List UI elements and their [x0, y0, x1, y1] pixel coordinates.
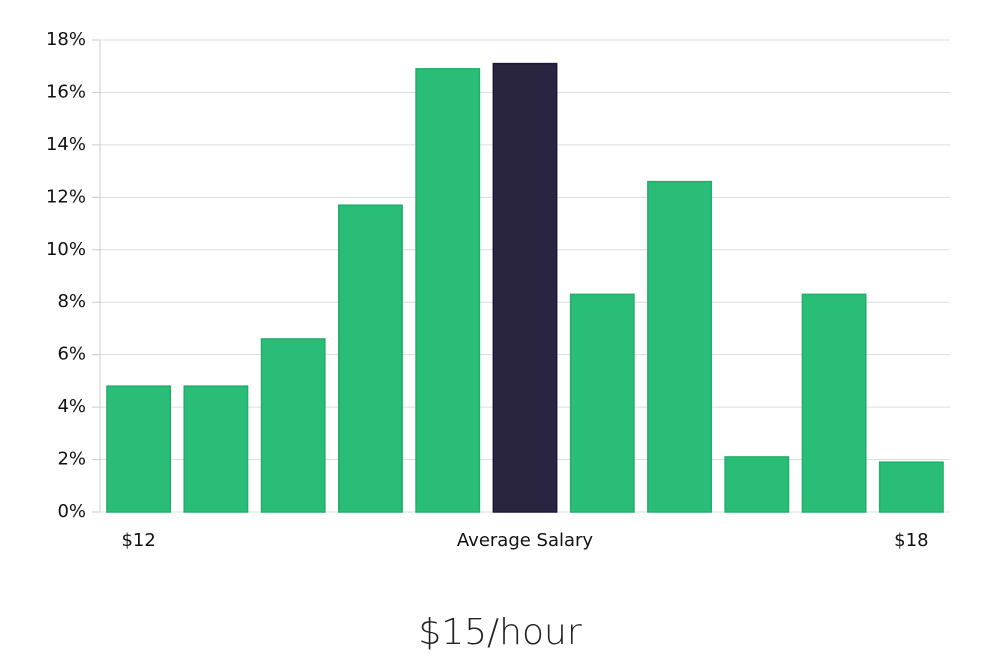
bar — [647, 180, 712, 513]
x-tick-label: $18 — [894, 530, 928, 551]
y-tick-label: 10% — [46, 239, 86, 260]
y-tick-label: 4% — [57, 396, 86, 417]
bar — [801, 293, 867, 513]
bar — [569, 293, 635, 513]
y-tick-label: 6% — [57, 344, 86, 365]
caption: $15/hour — [418, 612, 582, 653]
bar — [878, 461, 944, 513]
x-tick-label: $12 — [121, 530, 155, 551]
bar — [415, 68, 481, 513]
bar — [106, 385, 172, 513]
x-tick-label: Average Salary — [457, 530, 594, 551]
y-tick-label: 8% — [57, 291, 86, 312]
bar — [260, 338, 326, 513]
bar — [338, 204, 403, 513]
bar — [183, 385, 249, 513]
y-tick-label: 0% — [57, 501, 86, 522]
y-tick-label: 18% — [46, 29, 86, 50]
bar — [492, 62, 558, 513]
y-tick-label: 16% — [46, 81, 86, 102]
bar — [724, 456, 790, 513]
y-tick-label: 14% — [46, 134, 86, 155]
y-tick-label: 12% — [46, 186, 86, 207]
y-tick-label: 2% — [57, 449, 86, 470]
